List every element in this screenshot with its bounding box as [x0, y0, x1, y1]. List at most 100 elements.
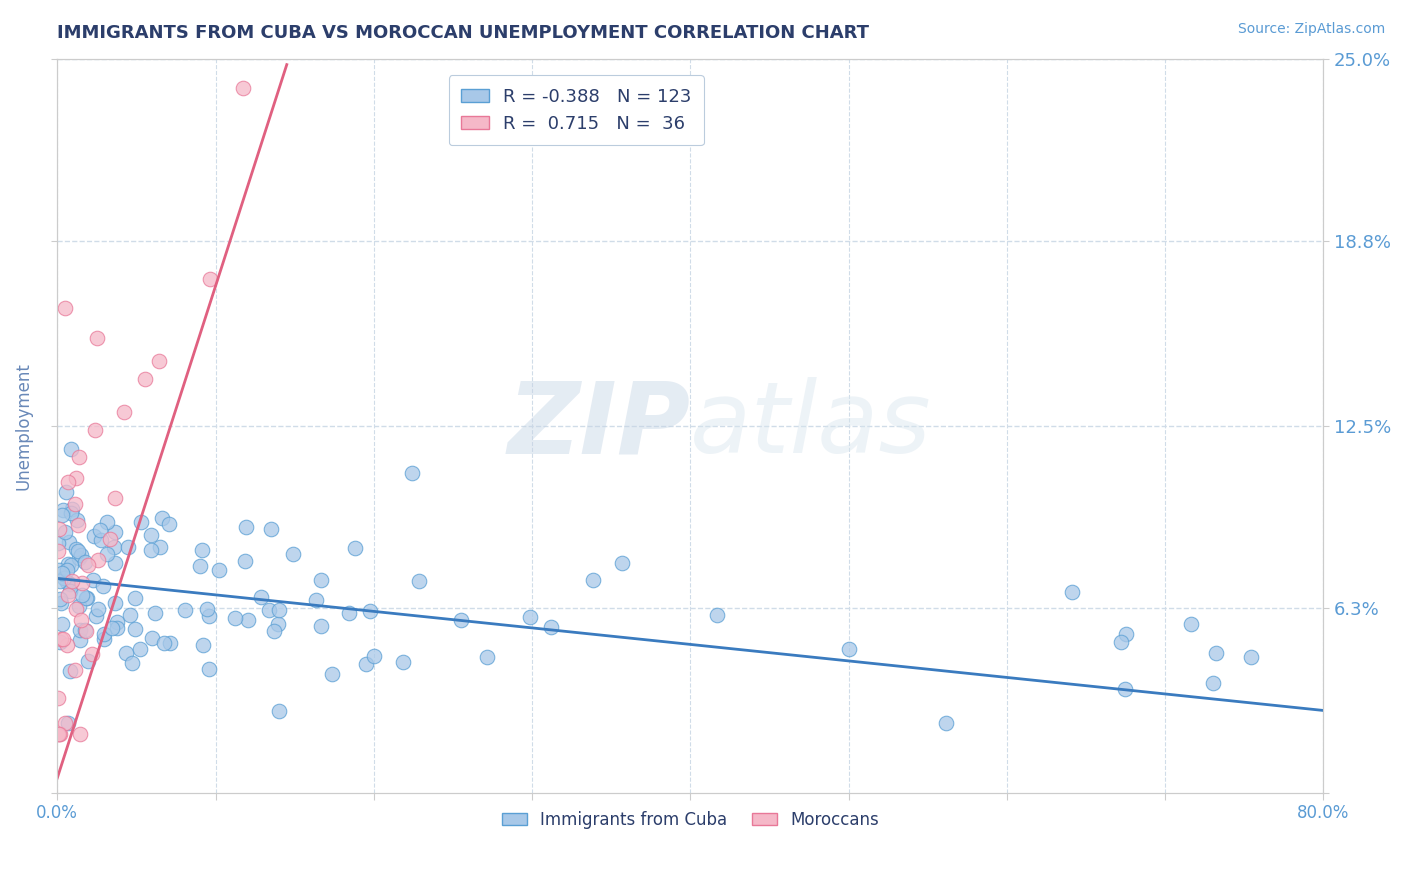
Point — [70, 576, 93, 591]
Text: IMMIGRANTS FROM CUBA VS MOROCCAN UNEMPLOYMENT CORRELATION CHART: IMMIGRANTS FROM CUBA VS MOROCCAN UNEMPLO… — [58, 24, 869, 42]
Legend: Immigrants from Cuba, Moroccans: Immigrants from Cuba, Moroccans — [495, 805, 886, 836]
Point — [48, 727, 70, 741]
Point — [59, 584, 82, 599]
Point — [359, 604, 381, 618]
Point — [62, 501, 84, 516]
Point — [117, 541, 139, 555]
Point — [65, 497, 87, 511]
Point — [90, 533, 112, 547]
Point — [121, 657, 143, 671]
Point — [139, 528, 162, 542]
Point — [91, 579, 114, 593]
Point — [267, 617, 290, 632]
Point — [104, 596, 127, 610]
Point — [69, 633, 91, 648]
Point — [120, 607, 142, 622]
Point — [157, 516, 180, 531]
Text: Source: ZipAtlas.com: Source: ZipAtlas.com — [1237, 22, 1385, 37]
Point — [260, 522, 283, 536]
Point — [58, 534, 80, 549]
Point — [77, 654, 100, 668]
Point — [70, 613, 93, 627]
Point — [101, 621, 124, 635]
Point — [46, 535, 69, 549]
Point — [208, 563, 231, 577]
Point — [86, 331, 108, 345]
Point — [1240, 650, 1263, 665]
Point — [582, 573, 605, 587]
Point — [52, 571, 75, 585]
Point — [48, 563, 70, 577]
Point — [269, 603, 291, 617]
Point — [84, 608, 107, 623]
Point — [408, 574, 430, 588]
Point — [148, 354, 170, 368]
Point — [198, 662, 221, 676]
Point — [104, 524, 127, 539]
Text: atlas: atlas — [690, 377, 932, 475]
Point — [610, 556, 633, 570]
Point — [67, 543, 90, 558]
Point — [65, 541, 87, 556]
Point — [70, 588, 93, 602]
Point — [56, 638, 79, 652]
Point — [56, 557, 79, 571]
Point — [115, 646, 138, 660]
Point — [59, 576, 82, 591]
Point — [354, 657, 377, 671]
Point — [337, 606, 360, 620]
Point — [343, 541, 366, 555]
Point — [76, 591, 98, 605]
Point — [250, 590, 273, 604]
Point — [56, 475, 79, 489]
Point — [49, 632, 72, 647]
Point — [46, 543, 69, 558]
Point — [84, 423, 107, 437]
Point — [233, 554, 256, 568]
Point — [52, 503, 75, 517]
Point — [75, 555, 97, 569]
Point — [1060, 584, 1083, 599]
Point — [51, 566, 73, 580]
Text: ZIP: ZIP — [508, 377, 690, 475]
Point — [1180, 616, 1202, 631]
Point — [82, 573, 104, 587]
Point — [48, 727, 70, 741]
Point — [67, 551, 90, 566]
Point — [1115, 627, 1137, 641]
Point — [232, 81, 254, 95]
Point — [267, 704, 290, 718]
Point — [53, 525, 76, 540]
Point — [75, 624, 97, 638]
Point — [67, 450, 90, 465]
Point — [188, 559, 211, 574]
Point — [51, 617, 73, 632]
Point — [838, 641, 860, 656]
Point — [257, 603, 280, 617]
Point — [65, 602, 87, 616]
Point — [198, 609, 221, 624]
Point — [159, 635, 181, 649]
Point — [305, 593, 328, 607]
Point — [60, 506, 83, 520]
Point — [66, 518, 89, 533]
Point — [49, 591, 72, 606]
Point — [82, 647, 104, 661]
Point — [98, 532, 121, 546]
Point — [83, 529, 105, 543]
Point — [58, 588, 80, 602]
Point — [224, 611, 246, 625]
Point — [112, 405, 135, 419]
Point — [309, 573, 332, 587]
Point — [63, 664, 86, 678]
Point — [75, 591, 97, 605]
Point — [105, 615, 128, 630]
Point — [401, 466, 423, 480]
Point — [105, 621, 128, 635]
Point — [53, 716, 76, 731]
Point — [51, 508, 73, 522]
Point — [935, 715, 957, 730]
Point — [1111, 635, 1133, 649]
Point — [141, 631, 163, 645]
Point — [65, 471, 87, 485]
